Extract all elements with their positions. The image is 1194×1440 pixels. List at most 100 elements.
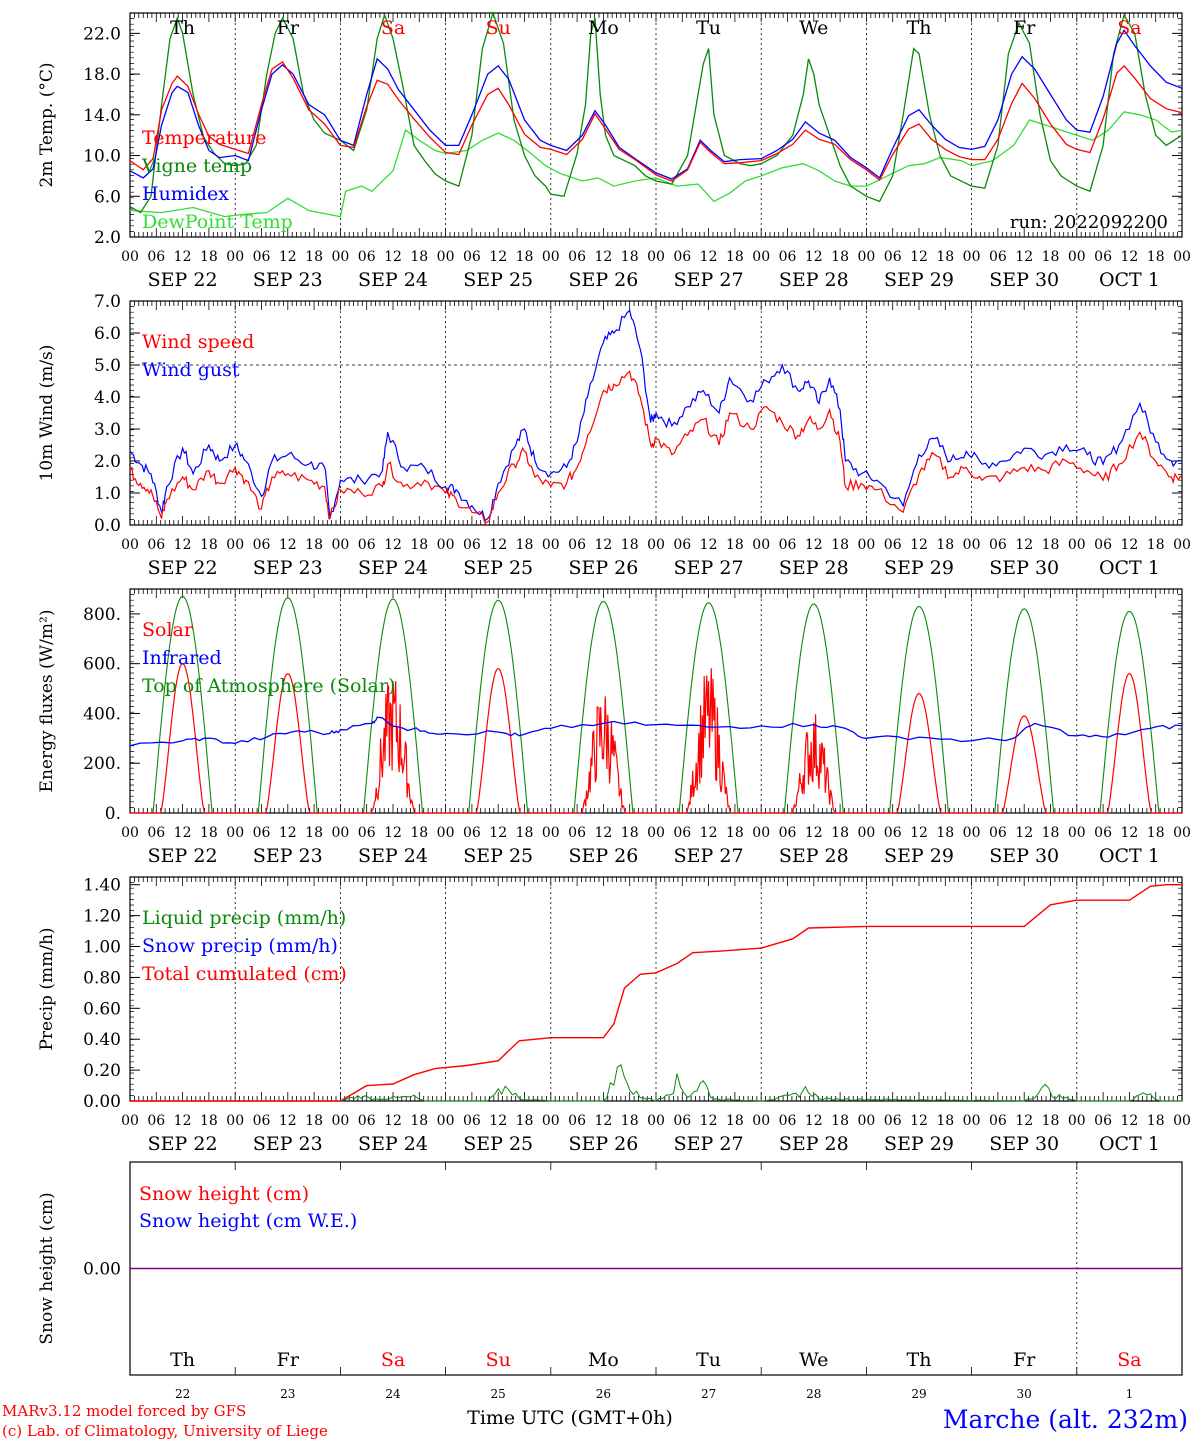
precip-hour-tick-label: 18 bbox=[1147, 1113, 1165, 1129]
energy-hour-tick-label: 18 bbox=[1042, 825, 1060, 841]
energy-hour-tick-label: 06 bbox=[358, 825, 376, 841]
energy-hour-tick-label: 00 bbox=[1173, 825, 1191, 841]
energy-date-label: SEP 25 bbox=[463, 845, 533, 867]
snow-y-axis-label: Snow height (cm) bbox=[37, 1192, 57, 1344]
precip-hour-tick-label: 12 bbox=[594, 1113, 612, 1129]
lab-credit: (c) Lab. of Climatology, University of L… bbox=[2, 1422, 328, 1440]
energy-date-label: SEP 24 bbox=[358, 845, 428, 867]
precip-y-axis-label: Precip (mm/h) bbox=[37, 927, 57, 1050]
snow-weekday-label: Fr bbox=[277, 1349, 300, 1371]
wind-hour-tick-label: 12 bbox=[174, 537, 192, 553]
energy-date-label: SEP 28 bbox=[779, 845, 849, 867]
energy-date-label: SEP 22 bbox=[148, 845, 218, 867]
energy-hour-tick-label: 12 bbox=[174, 825, 192, 841]
energy-hour-tick-label: 18 bbox=[410, 825, 428, 841]
precip-date-label: SEP 24 bbox=[358, 1133, 428, 1155]
wind-hour-tick-label: 18 bbox=[1147, 537, 1165, 553]
precip-hour-tick-label: 12 bbox=[1015, 1113, 1033, 1129]
wind-y-tick-label: 1.0 bbox=[94, 484, 121, 504]
wind-hour-tick-label: 12 bbox=[594, 537, 612, 553]
temp-date-label: SEP 27 bbox=[674, 269, 744, 291]
wind-hour-tick-label: 00 bbox=[121, 537, 139, 553]
temp-date-label: SEP 29 bbox=[884, 269, 954, 291]
temp-y-tick-label: 22.0 bbox=[83, 24, 121, 44]
precip-hour-tick-label: 06 bbox=[1094, 1113, 1112, 1129]
wind-y-tick-label: 2.0 bbox=[94, 452, 121, 472]
temp-hour-tick-label: 06 bbox=[884, 249, 902, 265]
snow-day-number: 26 bbox=[596, 1387, 611, 1401]
temp-date-label: SEP 28 bbox=[779, 269, 849, 291]
temp-weekday-label: Fr bbox=[1013, 17, 1036, 39]
precip-hour-tick-label: 06 bbox=[463, 1113, 481, 1129]
temp-y-tick-label: 2.0 bbox=[94, 228, 121, 248]
temp-hour-tick-label: 12 bbox=[1015, 249, 1033, 265]
wind-y-tick-label: 6.0 bbox=[94, 324, 121, 344]
temp-hour-tick-label: 06 bbox=[673, 249, 691, 265]
precip-hour-tick-label: 06 bbox=[147, 1113, 165, 1129]
energy-legend-entry: Infrared bbox=[142, 647, 222, 669]
temp-weekday-label: Sa bbox=[381, 17, 405, 39]
snow-day-number: 29 bbox=[911, 1387, 926, 1401]
precip-hour-tick-label: 00 bbox=[121, 1113, 139, 1129]
precip-hour-tick-label: 00 bbox=[226, 1113, 244, 1129]
precip-hour-tick-label: 06 bbox=[989, 1113, 1007, 1129]
wind-hour-tick-label: 18 bbox=[936, 537, 954, 553]
temp-weekday-label: Mo bbox=[588, 17, 619, 39]
energy-series-infrared bbox=[129, 716, 1183, 747]
energy-hour-tick-label: 00 bbox=[647, 825, 665, 841]
energy-hour-tick-label: 00 bbox=[437, 825, 455, 841]
wind-hour-tick-label: 18 bbox=[621, 537, 639, 553]
energy-y-tick-label: 800. bbox=[83, 605, 121, 625]
energy-series-solar bbox=[130, 663, 1182, 814]
precip-hour-tick-label: 18 bbox=[410, 1113, 428, 1129]
energy-hour-tick-label: 12 bbox=[279, 825, 297, 841]
wind-hour-tick-label: 06 bbox=[673, 537, 691, 553]
wind-date-label: SEP 26 bbox=[568, 557, 638, 579]
wind-hour-tick-label: 06 bbox=[147, 537, 165, 553]
energy-y-tick-label: 600. bbox=[83, 655, 121, 675]
temp-hour-tick-label: 06 bbox=[1094, 249, 1112, 265]
temp-weekday-label: Th bbox=[907, 17, 932, 39]
snow-weekday-label: Th bbox=[170, 1349, 195, 1371]
energy-hour-tick-label: 06 bbox=[884, 825, 902, 841]
energy-hour-tick-label: 18 bbox=[516, 825, 534, 841]
snow-day-number: 25 bbox=[491, 1387, 506, 1401]
precip-hour-tick-label: 18 bbox=[621, 1113, 639, 1129]
precip-legend-entry: Total cumulated (cm) bbox=[142, 963, 347, 985]
temp-y-axis-label: 2m Temp. (°C) bbox=[37, 62, 57, 187]
station-label: Marche (alt. 232m) bbox=[943, 1405, 1188, 1434]
energy-hour-tick-label: 12 bbox=[700, 825, 718, 841]
energy-hour-tick-label: 12 bbox=[910, 825, 928, 841]
precip-date-label: SEP 28 bbox=[779, 1133, 849, 1155]
temp-weekday-label: Th bbox=[170, 17, 195, 39]
wind-y-tick-label: 0.0 bbox=[94, 516, 121, 536]
energy-hour-tick-label: 12 bbox=[805, 825, 823, 841]
wind-hour-tick-label: 18 bbox=[200, 537, 218, 553]
precip-date-label: SEP 25 bbox=[463, 1133, 533, 1155]
temp-hour-tick-label: 18 bbox=[410, 249, 428, 265]
energy-hour-tick-label: 00 bbox=[857, 825, 875, 841]
temp-hour-tick-label: 00 bbox=[857, 249, 875, 265]
temp-y-tick-label: 10.0 bbox=[83, 147, 121, 167]
energy-hour-tick-label: 06 bbox=[568, 825, 586, 841]
precip-date-label: SEP 23 bbox=[253, 1133, 323, 1155]
precip-hour-tick-label: 00 bbox=[857, 1113, 875, 1129]
wind-date-label: SEP 24 bbox=[358, 557, 428, 579]
wind-date-label: SEP 30 bbox=[989, 557, 1059, 579]
wind-hour-tick-label: 06 bbox=[989, 537, 1007, 553]
temp-weekday-label: Fr bbox=[277, 17, 300, 39]
wind-hour-tick-label: 00 bbox=[331, 537, 349, 553]
temp-weekday-label: We bbox=[799, 17, 828, 39]
temp-legend-entry: Temperature bbox=[142, 127, 266, 149]
precip-date-label: SEP 30 bbox=[989, 1133, 1059, 1155]
energy-hour-tick-label: 12 bbox=[594, 825, 612, 841]
precip-hour-tick-label: 12 bbox=[384, 1113, 402, 1129]
wind-hour-tick-label: 12 bbox=[279, 537, 297, 553]
temp-hour-tick-label: 00 bbox=[542, 249, 560, 265]
energy-date-label: OCT 1 bbox=[1099, 845, 1160, 867]
snow-weekday-label: Sa bbox=[1117, 1349, 1141, 1371]
wind-hour-tick-label: 00 bbox=[1068, 537, 1086, 553]
wind-hour-tick-label: 18 bbox=[516, 537, 534, 553]
wind-y-axis-label: 10m Wind (m/s) bbox=[37, 345, 57, 482]
energy-legend-entry: Solar bbox=[142, 619, 194, 641]
